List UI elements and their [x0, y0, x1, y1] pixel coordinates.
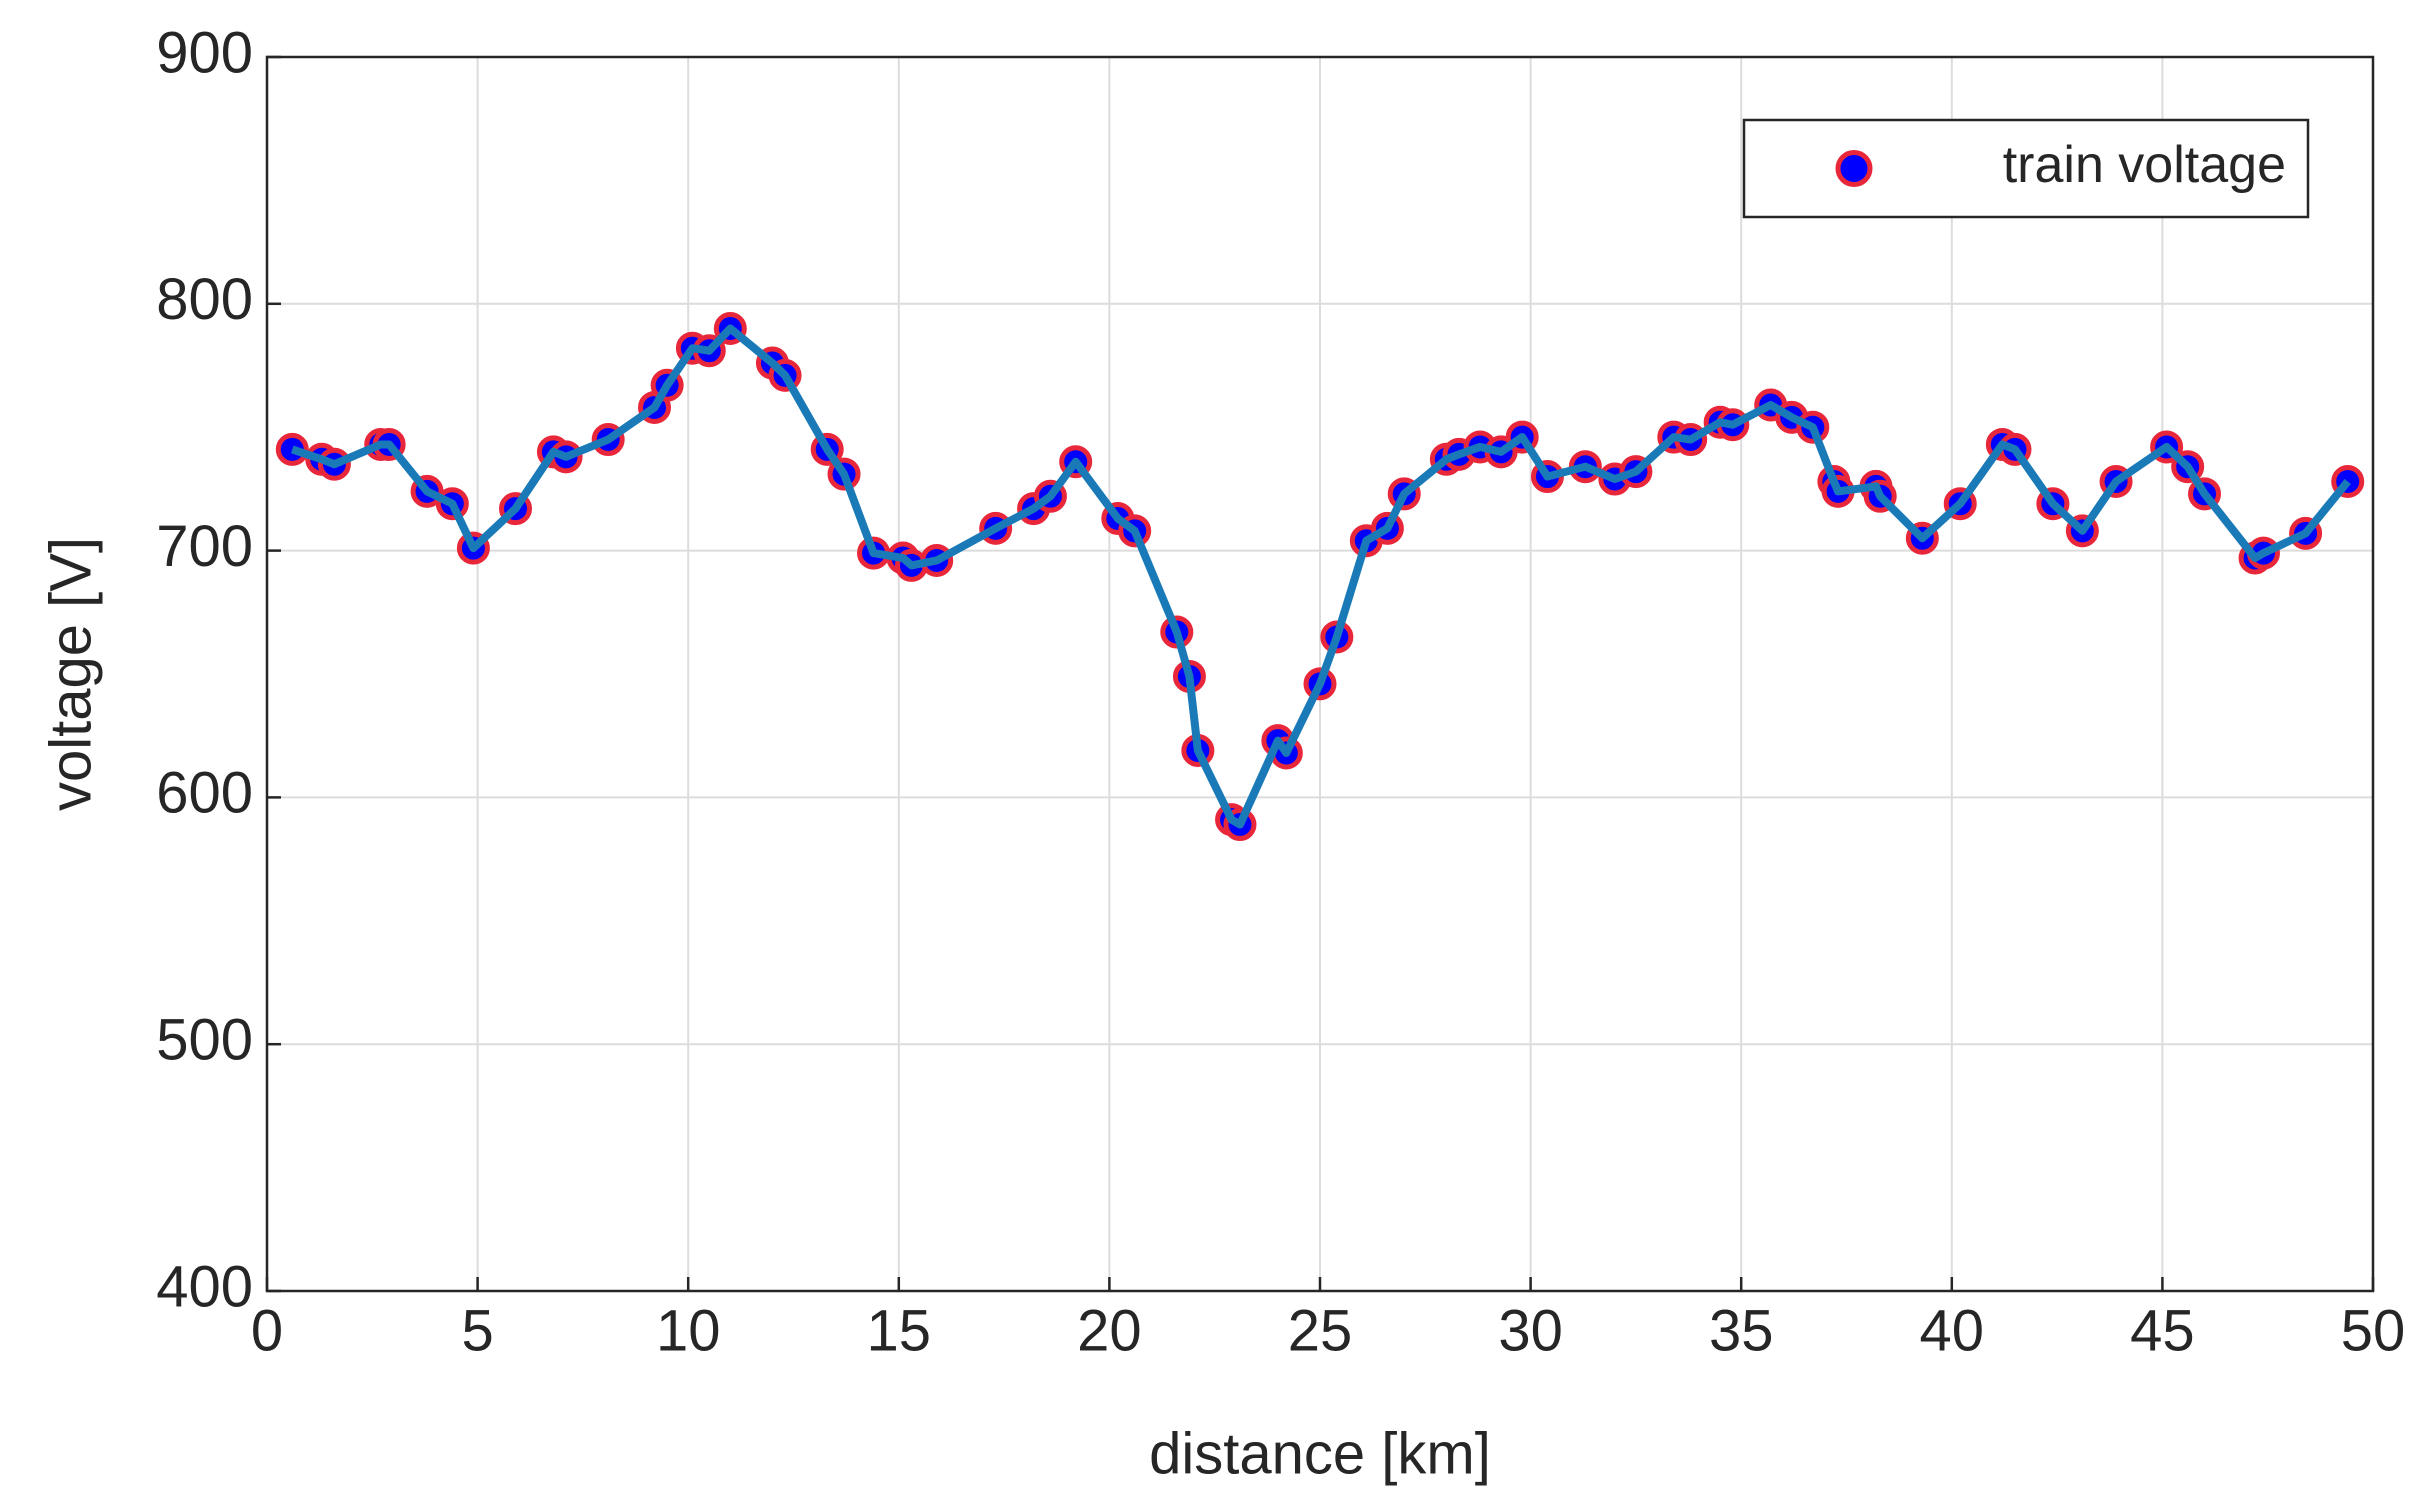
x-tick-label: 50	[2341, 1298, 2406, 1363]
x-tick-label: 20	[1077, 1298, 1142, 1363]
y-tick-label: 400	[156, 1254, 253, 1319]
plot-frame	[265, 55, 2375, 1293]
x-tick-label: 35	[1709, 1298, 1774, 1363]
data-line	[291, 324, 2351, 829]
x-tick-label: 40	[1920, 1298, 1985, 1363]
y-tick-label: 900	[156, 20, 253, 85]
x-tick-label: 5	[461, 1298, 493, 1363]
x-axis-label: distance [km]	[1149, 1421, 1491, 1486]
legend-marker	[1835, 150, 1873, 187]
y-axis-label: voltage [V]	[38, 537, 103, 811]
y-tick-label: 600	[156, 761, 253, 826]
x-tick-label: 25	[1288, 1298, 1353, 1363]
y-tick-label: 500	[156, 1008, 253, 1073]
x-tick-label: 10	[656, 1298, 721, 1363]
x-tick-label: 0	[251, 1298, 283, 1363]
x-tick-label: 45	[2130, 1298, 2195, 1363]
x-tick-label: 15	[867, 1298, 932, 1363]
x-tick-label: 30	[1498, 1298, 1563, 1363]
legend-label: train voltage	[2003, 136, 2286, 194]
y-tick-label: 800	[156, 267, 253, 332]
y-tick-label: 700	[156, 514, 253, 579]
